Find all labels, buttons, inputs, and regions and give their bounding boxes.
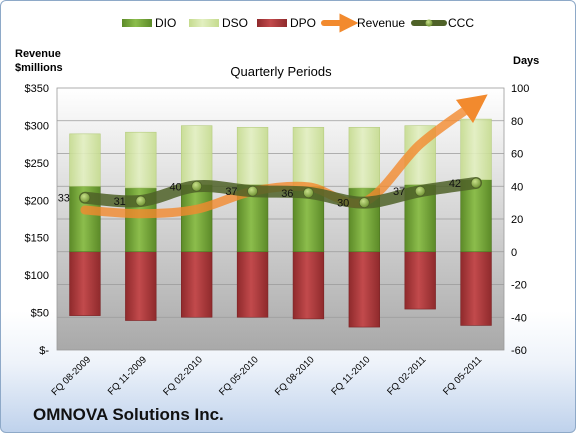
right-tick-label: 80 (511, 116, 523, 128)
dso-bar (125, 131, 157, 189)
dio-bar (181, 184, 213, 253)
dso-bar (181, 125, 213, 185)
company-name: OMNOVA Solutions Inc. (33, 405, 224, 424)
legend-label-dso: DSO (222, 16, 248, 30)
legend: DIO DSO DPO Revenue CCC (122, 13, 474, 33)
ccc-point (135, 195, 147, 207)
ccc-point (247, 185, 258, 197)
ccc-data-label: 31 (114, 196, 126, 208)
dso-bar (292, 127, 325, 187)
dio-bar (460, 179, 492, 253)
left-tick-label: $250 (25, 158, 49, 170)
x-tick-label: FQ 02-2010 (161, 354, 205, 398)
x-tick-label: FQ 11-2010 (329, 354, 372, 397)
left-axis-label-line2: $millions (15, 62, 63, 74)
dpo-bar (292, 251, 325, 320)
ccc-point (191, 180, 203, 192)
x-tick-label: FQ 05-2011 (441, 354, 484, 397)
legend-item-ccc: CCC (411, 16, 474, 30)
legend-item-dso: DSO (189, 16, 248, 30)
legend-label-dpo: DPO (290, 16, 316, 30)
left-tick-label: $- (39, 345, 49, 357)
ccc-data-label: 33 (58, 193, 70, 205)
ccc-data-label: 40 (169, 181, 181, 193)
dpo-bar (69, 251, 101, 316)
ccc-point (470, 177, 482, 189)
legend-item-dpo: DPO (257, 16, 316, 30)
legend-item-dio: DIO (122, 16, 176, 30)
ccc-point (358, 197, 370, 209)
legend-swatch-dpo (257, 19, 287, 27)
right-axis-label: Days (513, 55, 539, 67)
dso-bar (348, 127, 380, 189)
x-tick-label: FQ 02-2011 (385, 354, 428, 397)
right-axis-ticks: -60 -40 -20 0 20 40 60 80 100 (511, 83, 529, 357)
x-tick-label: FQ 08-2010 (273, 354, 317, 398)
dpo-bar (348, 251, 380, 328)
left-tick-label: $300 (25, 120, 49, 132)
dpo-bar (404, 251, 436, 310)
left-tick-label: $350 (25, 83, 49, 95)
ccc-data-label: 37 (393, 186, 405, 198)
right-tick-label: 0 (511, 247, 517, 259)
legend-swatch-dso (189, 19, 219, 27)
right-tick-label: -20 (511, 280, 527, 292)
dso-bar (69, 133, 101, 187)
dso-bar (236, 127, 269, 185)
right-tick-label: 60 (511, 149, 523, 161)
ccc-point (303, 187, 314, 199)
x-tick-label: FQ 08-2009 (49, 354, 93, 398)
left-axis-ticks: $- $50 $100 $150 $200 $250 $300 $350 (25, 83, 50, 357)
ccc-point (414, 185, 426, 197)
legend-marker-ccc (425, 19, 433, 27)
left-tick-label: $50 (31, 308, 49, 320)
left-tick-label: $150 (25, 233, 49, 245)
right-tick-label: 100 (511, 83, 529, 95)
legend-label-dio: DIO (155, 16, 176, 30)
dpo-bar (181, 251, 213, 318)
ccc-data-label: 36 (281, 188, 293, 200)
dpo-bar (125, 251, 157, 321)
left-tick-label: $200 (25, 195, 49, 207)
ccc-series: 33 31 40 37 36 30 37 42 (58, 176, 483, 210)
right-tick-label: 20 (511, 214, 523, 226)
dpo-bar (460, 251, 492, 326)
right-tick-label: -40 (511, 312, 527, 324)
left-axis-label-line1: Revenue (15, 48, 61, 60)
ccc-point (79, 192, 91, 204)
dpo-bar (236, 251, 269, 318)
dso-bar (460, 118, 492, 181)
ccc-data-label: 30 (337, 198, 349, 210)
legend-label-ccc: CCC (448, 16, 474, 30)
left-tick-label: $100 (25, 270, 49, 282)
x-tick-label: FQ 05-2010 (217, 354, 261, 398)
right-tick-label: 40 (511, 181, 523, 193)
chart-title: Quarterly Periods (230, 64, 332, 79)
x-axis-labels: FQ 08-2009 FQ 11-2009 FQ 02-2010 FQ 05-2010… (49, 354, 484, 398)
right-tick-label: -60 (511, 345, 527, 357)
legend-label-revenue: Revenue (357, 16, 405, 30)
legend-item-revenue: Revenue (321, 13, 405, 33)
ccc-data-label: 42 (449, 178, 461, 190)
x-tick-label: FQ 11-2009 (106, 354, 149, 397)
bars (69, 118, 492, 328)
legend-swatch-dio (122, 19, 152, 27)
ccc-data-label: 37 (225, 186, 237, 198)
